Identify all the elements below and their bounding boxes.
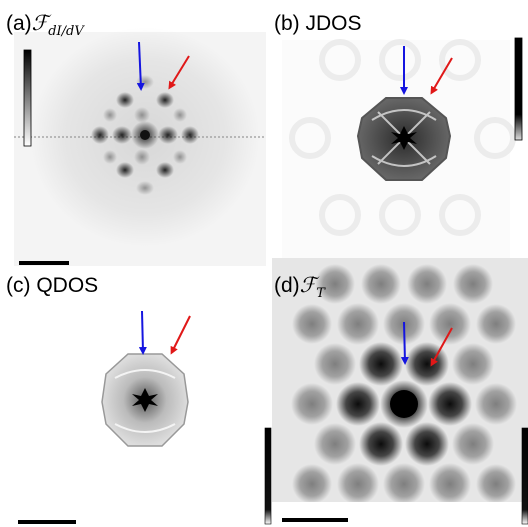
panel-b-faint-replicas <box>289 39 516 236</box>
panel-b: (b) JDOS <box>274 12 523 270</box>
panel-d-blue-arrow <box>400 321 409 365</box>
panel-c-label: (c) QDOS <box>6 274 98 297</box>
panel-d: (d)ℱT <box>264 258 528 525</box>
panel-d-spot-lattice <box>291 264 517 502</box>
panel-d-colorbar-left <box>264 427 272 525</box>
panel-a-bragg-peaks <box>91 75 199 195</box>
panel-d-scale-bar <box>282 518 348 522</box>
panel-d-red-arrow <box>430 327 453 367</box>
panel-c-red-arrow <box>170 315 191 355</box>
panel-d-colorbar-right <box>521 427 528 525</box>
panel-a-scale-bar <box>19 261 69 265</box>
panel-a: (a)ℱdI/dV <box>6 11 266 266</box>
panel-b-red-arrow <box>430 57 453 95</box>
panel-d-label: (d)ℱT <box>274 273 326 301</box>
panel-a-label: (a)ℱdI/dV <box>6 11 85 39</box>
panel-c-scale-bar <box>18 520 76 524</box>
panel-a-colorbar <box>23 49 32 147</box>
panel-b-center-star <box>391 126 417 150</box>
panel-c-blue-arrow <box>138 310 147 355</box>
panel-b-label: (b) JDOS <box>274 12 362 35</box>
panel-b-colorbar <box>514 37 523 141</box>
panel-a-blue-arrow <box>136 41 145 91</box>
panel-c-center-star <box>132 388 158 412</box>
panel-a-red-arrow <box>168 55 190 90</box>
panel-c: (c) QDOS <box>6 274 191 524</box>
panel-c-bright-ring <box>114 369 176 433</box>
